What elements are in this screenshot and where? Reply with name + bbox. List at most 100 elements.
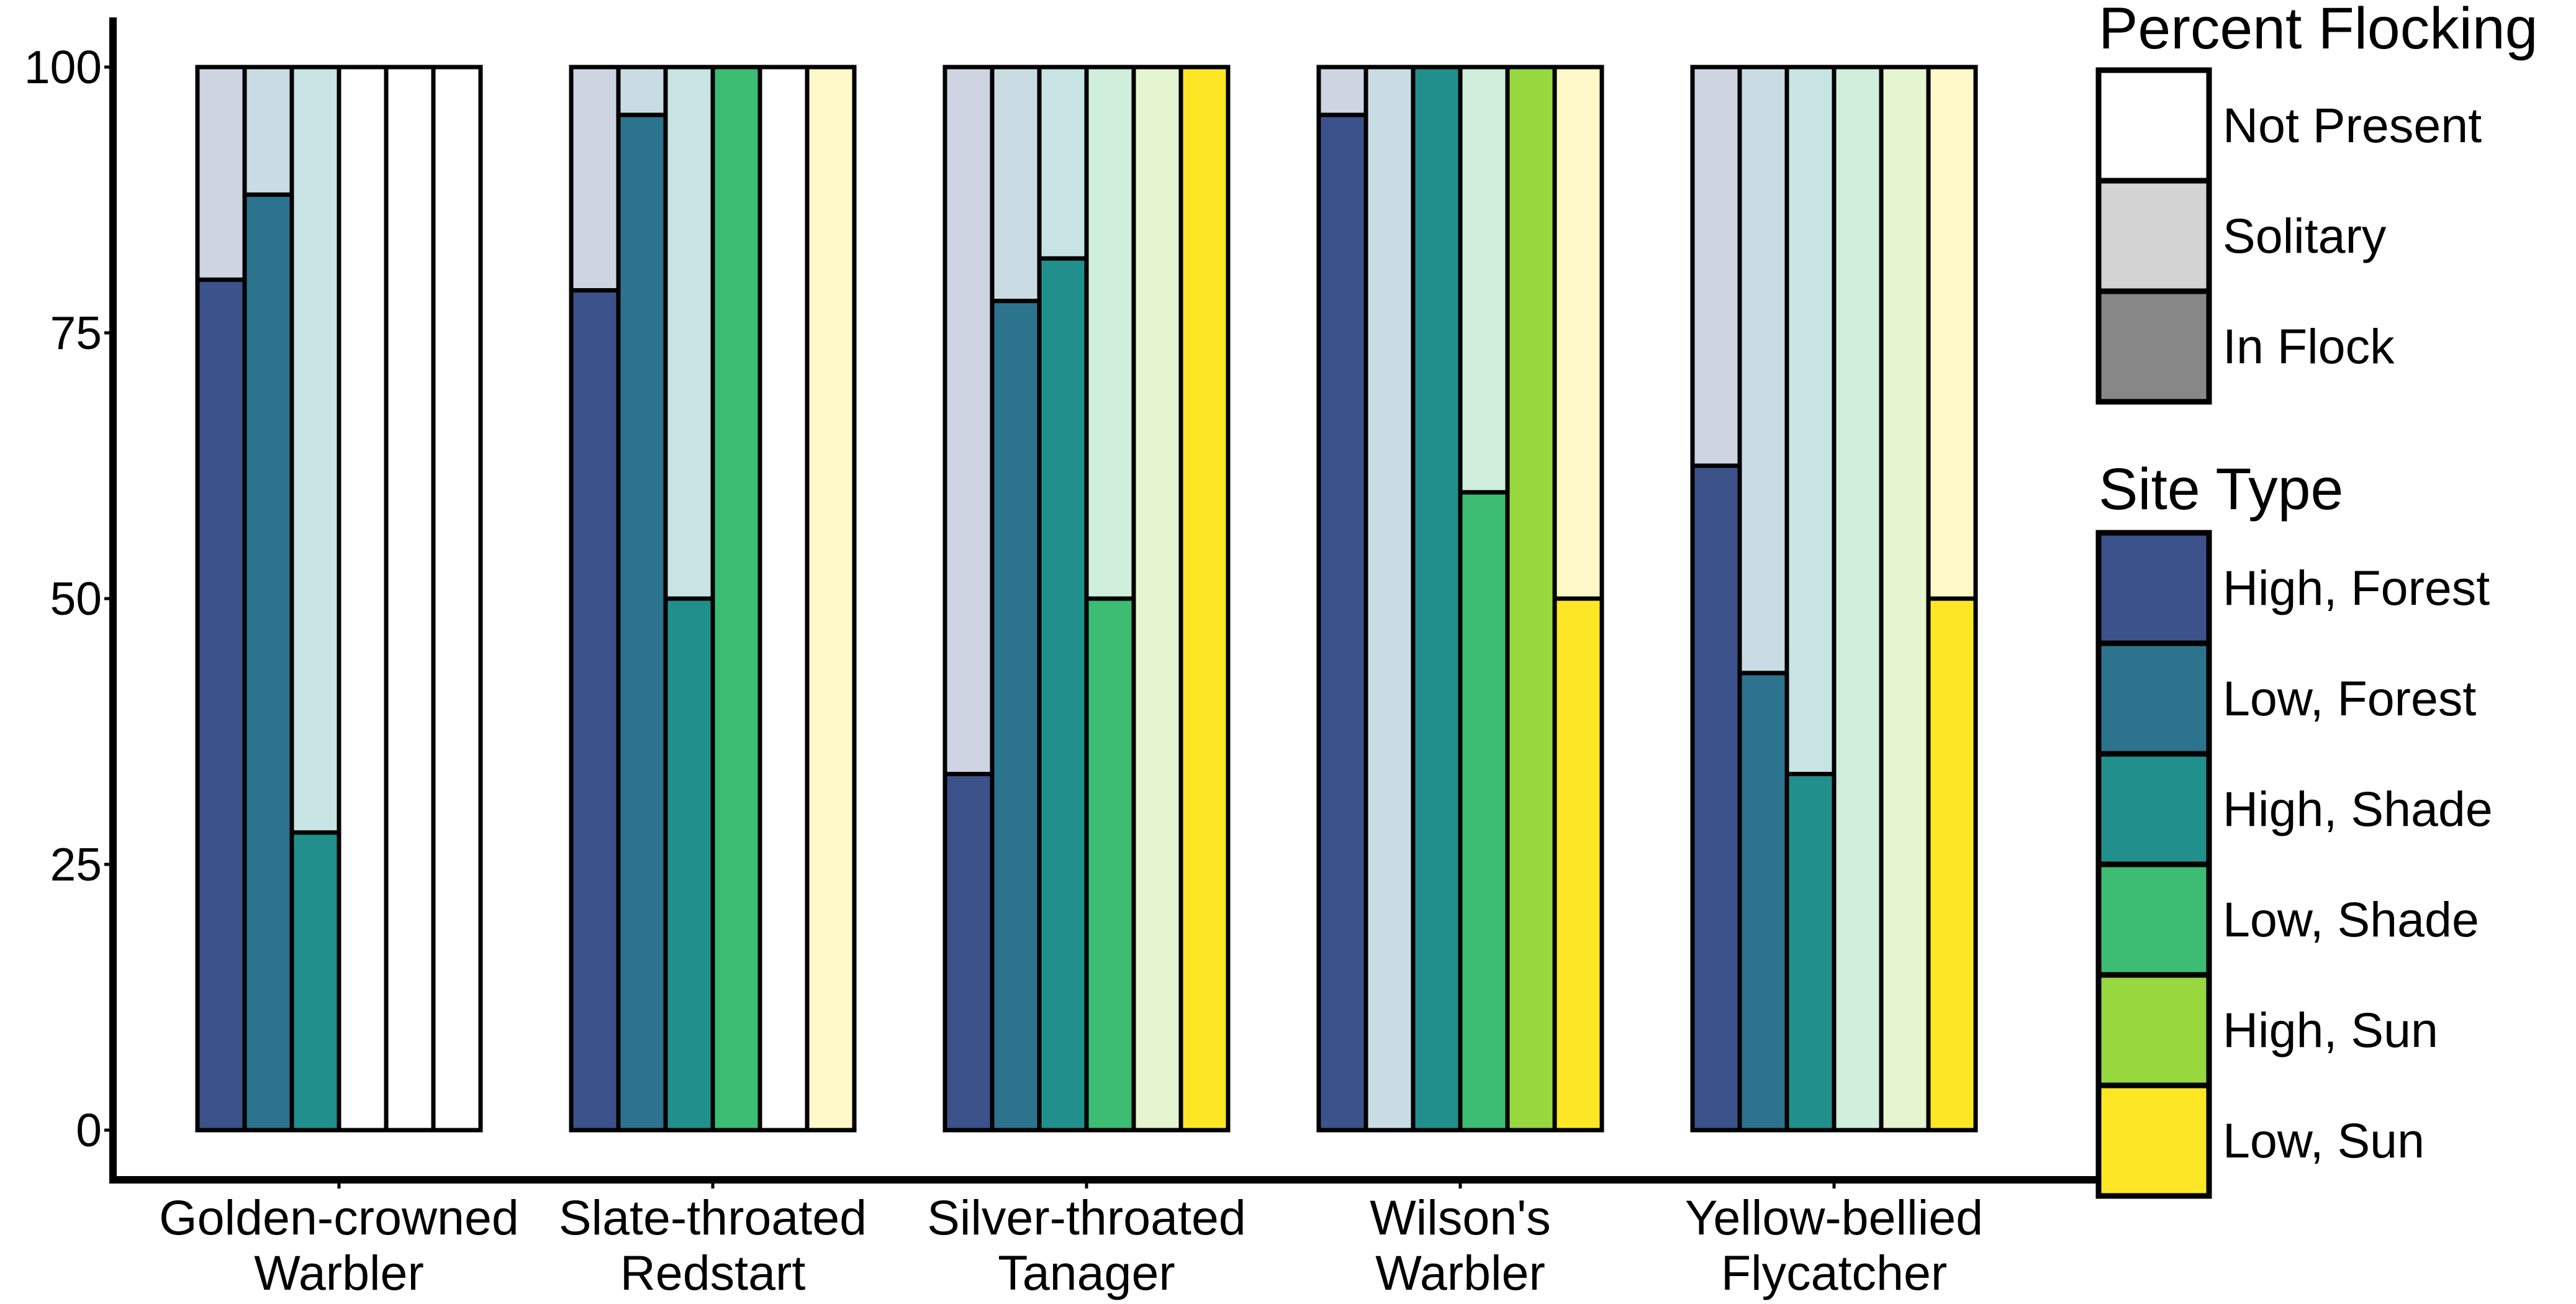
bar-segment-solitary [1552, 65, 1604, 601]
bar [1084, 65, 1136, 1133]
bar [337, 65, 389, 1133]
bar-segment-in-flock [1084, 596, 1136, 1133]
bar [242, 65, 294, 1133]
bar-segment-solitary [942, 65, 995, 776]
bar-group [195, 65, 483, 1133]
bar-segment-in-flock [1411, 65, 1463, 1133]
bar [289, 65, 341, 1133]
bar [663, 65, 715, 1133]
bar-segment-solitary [289, 65, 341, 835]
bar-segment-in-flock [289, 830, 341, 1133]
legend-key [2095, 972, 2212, 1089]
bar-segment-in-flock [990, 299, 1042, 1133]
bar [431, 65, 483, 1133]
bar-segment-in-flock [1458, 490, 1510, 1133]
bar-segment-solitary [195, 65, 247, 282]
bar-segment-not-present [384, 65, 436, 1133]
bar [990, 65, 1042, 1133]
bar-segment-solitary [1084, 65, 1136, 601]
bar-segment-solitary [1926, 65, 1978, 601]
bar [1458, 65, 1510, 1133]
x-tick-label: Redstart [620, 1245, 806, 1300]
bar-segment-solitary [663, 65, 715, 601]
bar [710, 65, 762, 1133]
legend-key [2095, 67, 2212, 184]
bar-group [569, 65, 857, 1133]
legends: Percent Flocking Not Present Solitary In Fl… [2095, 0, 2538, 1199]
bar-segment-not-present [757, 65, 810, 1133]
legend-label: In Flock [2223, 319, 2395, 374]
x-tick-label: Slate-throated [559, 1190, 867, 1245]
bar-group [942, 65, 1231, 1133]
x-tick-label: Flycatcher [1721, 1245, 1947, 1300]
bar [1879, 65, 1931, 1133]
bar-segment-in-flock [616, 112, 668, 1133]
bar-segment-solitary [242, 65, 294, 197]
bar-segment-in-flock [1316, 112, 1368, 1133]
bar-segment-not-present [337, 65, 389, 1133]
bar [1832, 65, 1884, 1133]
y-tick-label: 75 [50, 307, 102, 359]
legend-label: High, Forest [2223, 560, 2490, 615]
legend-label: Solitary [2223, 208, 2387, 263]
bar-segment-solitary [1737, 65, 1789, 676]
bar [1784, 65, 1837, 1133]
x-tick-label: Wilson's [1370, 1190, 1551, 1245]
bar [1737, 65, 1789, 1133]
bar-segment-solitary [1690, 65, 1742, 468]
bar-segment-solitary [616, 65, 668, 117]
bar [1926, 65, 1978, 1133]
legend-label: High, Sun [2223, 1002, 2438, 1057]
bar-segment-solitary [990, 65, 1042, 304]
bar [942, 65, 995, 1133]
legend-label: Low, Forest [2223, 671, 2476, 726]
y-tick-label: 0 [76, 1104, 102, 1156]
y-tick-label: 25 [50, 838, 102, 890]
legend-key [2095, 751, 2212, 867]
bar [805, 65, 857, 1133]
bar-segment-in-flock [1737, 671, 1789, 1133]
legend-title: Site Type [2099, 456, 2343, 522]
legend-key [2095, 288, 2212, 405]
legend-label: Low, Shade [2223, 892, 2479, 947]
bar-segment-in-flock [569, 288, 621, 1133]
x-tick-label: Tanager [998, 1245, 1175, 1300]
legend-key [2095, 640, 2212, 757]
legend-key [2095, 861, 2212, 978]
bar [384, 65, 436, 1133]
bar-segment-solitary [1037, 65, 1089, 261]
bar-segment-in-flock [710, 65, 762, 1133]
bar-segment-in-flock [195, 277, 247, 1133]
bar [1690, 65, 1742, 1133]
bar-segment-solitary [1131, 65, 1183, 1133]
bar-group [1690, 65, 1978, 1133]
legend-percent-flocking: Percent Flocking Not Present Solitary In Fl… [2095, 0, 2538, 405]
bar [1131, 65, 1183, 1133]
bar-segment-in-flock [1505, 65, 1557, 1133]
bar [1178, 65, 1231, 1133]
bar-segment-solitary [1458, 65, 1510, 495]
bar-segment-in-flock [1037, 256, 1089, 1133]
bar [1316, 65, 1368, 1133]
bar [195, 65, 247, 1133]
bar-segment-in-flock [663, 596, 715, 1133]
legend-key [2095, 530, 2212, 646]
legend-title: Percent Flocking [2099, 0, 2538, 61]
bar-segment-solitary [569, 65, 621, 293]
x-tick-label: Yellow-bellied [1685, 1190, 1983, 1245]
plot-area [195, 65, 1978, 1133]
x-tick-label: Warbler [254, 1245, 424, 1300]
bar [1505, 65, 1557, 1133]
legend-site-type: Site Type High, Forest Low, Forest High, Sh… [2095, 456, 2493, 1199]
bar-segment-solitary [1784, 65, 1837, 776]
bar-segment-in-flock [1690, 463, 1742, 1133]
bar-segment-in-flock [1552, 596, 1604, 1133]
bar-segment-in-flock [1784, 771, 1837, 1133]
x-tick-label: Warbler [1375, 1245, 1545, 1300]
bar-segment-solitary [1316, 65, 1368, 117]
bar [757, 65, 810, 1133]
bar-segment-in-flock [1178, 65, 1231, 1133]
bar [1552, 65, 1604, 1133]
bar [1363, 65, 1416, 1133]
